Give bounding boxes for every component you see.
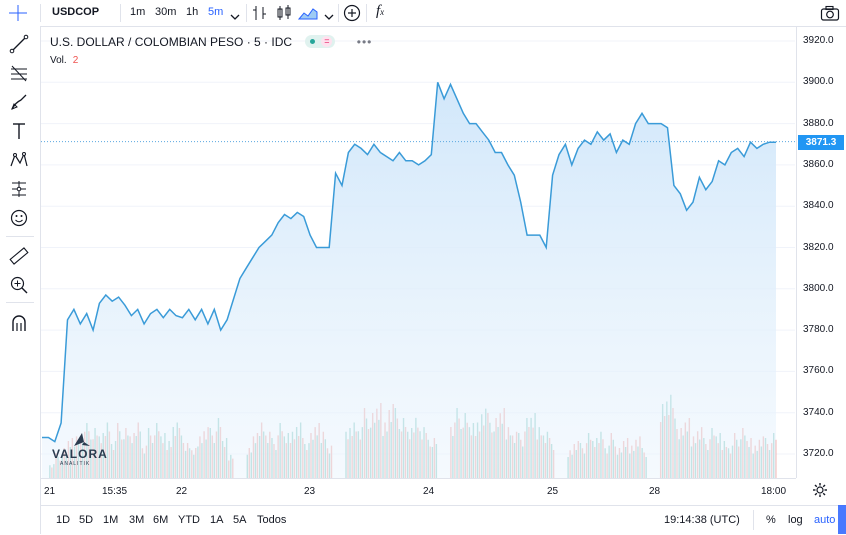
drawing-toolbar [0, 26, 41, 534]
legend-eye-toggle[interactable]: = [305, 35, 336, 48]
range-all-button[interactable]: Todos [257, 514, 287, 526]
price-area-fill [42, 82, 776, 478]
time-axis[interactable]: 21 15:35 22 23 24 25 28 18:00 [41, 478, 796, 505]
toolbar-divider [366, 4, 367, 22]
time-tick-label: 23 [304, 486, 316, 497]
scroll-handle[interactable] [838, 505, 846, 534]
emoji-icon[interactable] [9, 208, 29, 228]
chart-type-dropdown-icon[interactable] [324, 8, 334, 26]
prediction-tool-icon[interactable] [9, 179, 29, 199]
chart-settings-icon[interactable] [812, 482, 828, 503]
time-tick-label: 28 [649, 486, 661, 497]
price-tick-label: 3760.0 [803, 365, 834, 377]
time-tick-label: 22 [176, 486, 188, 497]
text-tool-icon[interactable] [9, 121, 29, 141]
range-6m-button[interactable]: 6M [153, 514, 169, 526]
interval-1h-button[interactable]: 1h [186, 6, 199, 18]
interval-1m-button[interactable]: 1m [130, 6, 146, 18]
range-1d-button[interactable]: 1D [56, 514, 71, 526]
ruler-icon[interactable] [9, 246, 29, 266]
time-tick-label: 18:00 [761, 486, 787, 497]
candles-icon[interactable] [276, 4, 292, 27]
price-tick-label: 3820.0 [803, 241, 834, 253]
bottom-toolbar: 1D 5D 1M 3M 6M YTD 1A 5A Todos 19:14:38 … [41, 505, 846, 535]
toolbar-divider [6, 302, 34, 303]
time-tick-label: 25 [547, 486, 559, 497]
range-5d-button[interactable]: 5D [79, 514, 94, 526]
range-1m-button[interactable]: 1M [103, 514, 119, 526]
price-tick-label: 3840.0 [803, 200, 834, 212]
bar-style-icon[interactable] [252, 4, 268, 27]
range-1a-button[interactable]: 1A [210, 514, 224, 526]
price-axis[interactable]: 3920.0 3900.0 3880.0 3860.0 3840.0 3820.0 3800… [796, 27, 846, 478]
price-line [42, 82, 776, 443]
price-tick-label: 3800.0 [803, 282, 834, 294]
indicators-fx-icon[interactable]: fx [376, 3, 385, 19]
symbol-legend-title: U.S. DOLLAR / COLOMBIAN PESO · 5 · IDC [50, 35, 293, 49]
camera-icon[interactable] [820, 5, 840, 26]
symbol-search-button[interactable]: USDCOP [52, 6, 100, 18]
toolbar-divider [753, 510, 754, 530]
price-tick-label: 3920.0 [803, 35, 834, 46]
magnet-icon[interactable] [9, 314, 29, 334]
percent-scale-button[interactable]: % [766, 514, 776, 526]
range-5a-button[interactable]: 5A [233, 514, 247, 526]
top-toolbar: USDCOP 1m 30m 1h 5m fx [0, 0, 846, 27]
zoom-icon[interactable] [9, 275, 29, 295]
time-tick-label: 15:35 [102, 486, 128, 497]
price-tick-label: 3720.0 [803, 448, 834, 459]
valora-watermark: VALORA ANALITIK [52, 432, 116, 468]
current-price-label: 3871.3 [798, 135, 844, 150]
price-tick-label: 3900.0 [803, 76, 834, 88]
interval-dropdown-icon[interactable] [230, 8, 240, 26]
interval-5m-button[interactable]: 5m [208, 6, 224, 18]
auto-scale-button[interactable]: auto [814, 514, 836, 526]
volume-legend: Vol. 2 [50, 55, 78, 66]
toolbar-divider [6, 236, 34, 237]
pattern-tool-icon[interactable] [9, 150, 29, 170]
toolbar-divider [40, 4, 41, 22]
fib-retracement-icon[interactable] [9, 63, 29, 83]
watermark-subtitle: ANALITIK [60, 461, 91, 467]
toolbar-divider [338, 4, 339, 22]
time-tick-label: 21 [44, 486, 56, 497]
brush-icon[interactable] [9, 92, 29, 112]
price-chart[interactable] [41, 27, 795, 478]
trend-line-icon[interactable] [9, 34, 29, 54]
legend-more-icon[interactable]: ••• [356, 35, 373, 49]
area-chart-icon[interactable] [297, 5, 318, 26]
volume-legend-value: 2 [72, 55, 79, 66]
symbol-legend: U.S. DOLLAR / COLOMBIAN PESO · 5 · IDC =… [50, 35, 372, 49]
range-ytd-button[interactable]: YTD [178, 514, 200, 526]
price-tick-label: 3860.0 [803, 158, 834, 170]
time-tick-label: 24 [423, 486, 435, 497]
interval-30m-button[interactable]: 30m [155, 6, 177, 18]
toolbar-divider [246, 4, 247, 22]
crosshair-icon[interactable] [8, 4, 28, 22]
range-3m-button[interactable]: 3M [129, 514, 145, 526]
price-tick-label: 3780.0 [803, 324, 834, 336]
clock-timezone-button[interactable]: 19:14:38 (UTC) [664, 514, 740, 526]
log-scale-button[interactable]: log [788, 514, 803, 526]
volume-legend-label: Vol. [50, 55, 67, 66]
price-tick-label: 3880.0 [803, 117, 834, 129]
watermark-brand: VALORA [52, 447, 108, 461]
valora-logo-icon [74, 433, 90, 446]
toolbar-divider [120, 4, 121, 22]
compare-add-icon[interactable] [343, 4, 361, 27]
price-tick-label: 3740.0 [803, 406, 834, 418]
